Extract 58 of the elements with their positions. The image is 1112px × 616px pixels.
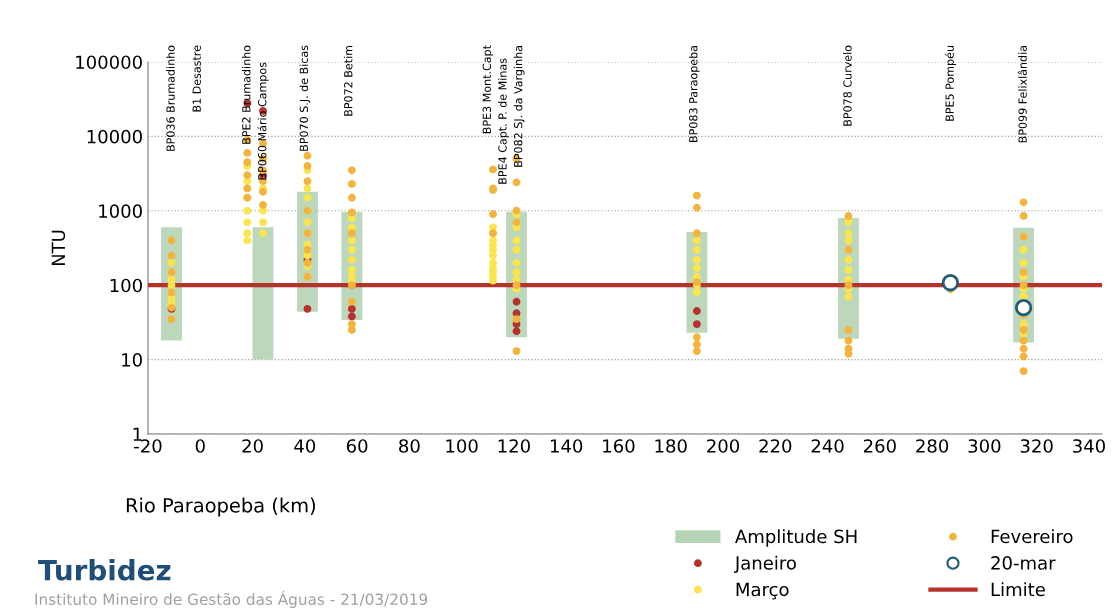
- point: [692, 320, 701, 329]
- y-axis-title: NTU: [51, 230, 66, 266]
- x-tick-label: 100: [446, 439, 478, 453]
- y-tick-label: 10: [122, 353, 142, 367]
- x-tick-label: 200: [707, 439, 740, 453]
- annotation: BP072 Betim: [343, 45, 353, 116]
- annotation: BPE3 Mont.Capt: [482, 45, 494, 134]
- x-tick-label: 220: [759, 439, 792, 453]
- bar: [252, 227, 274, 360]
- annotation: BP036 Brumadinho: [166, 45, 175, 151]
- legend-label: Fevereiro: [991, 529, 1073, 544]
- x-tick-label: 240: [811, 439, 844, 453]
- x-tick-label: 40: [294, 439, 316, 453]
- point: [347, 304, 356, 313]
- point: [692, 307, 701, 315]
- point: [941, 274, 960, 292]
- annotation: BP060 Mário Campos: [257, 62, 269, 180]
- x-tick-label: 340: [1073, 439, 1105, 453]
- annotation: BP078 Curvelo: [843, 45, 852, 126]
- point: [512, 327, 521, 336]
- y-tick-label: 100000: [76, 55, 142, 70]
- x-tick-label: -20: [134, 439, 162, 453]
- legend-label: 20-mar: [991, 556, 1056, 570]
- x-tick-label: 140: [550, 439, 583, 453]
- text: Turbidez: [38, 559, 171, 581]
- x-tick-label: 300: [968, 439, 1001, 453]
- legend-label: Janeiro: [733, 555, 796, 574]
- x-tick-label: 0: [195, 439, 205, 453]
- y-tick-label: 10000: [87, 129, 142, 144]
- x-tick-label: 160: [603, 439, 635, 453]
- x-tick-label: 180: [655, 439, 687, 453]
- annotation: BPE2 Brumadinho: [241, 45, 251, 144]
- y-tick-label: 1: [133, 427, 142, 441]
- point: [303, 304, 312, 313]
- legend-label: Março: [736, 582, 789, 600]
- annotation: BP082 SJ. da Varginha: [513, 46, 525, 167]
- annotation: BP099 Felixlândia: [1017, 46, 1027, 143]
- x-tick-label: 60: [346, 439, 368, 453]
- y-tick-label: 1000: [99, 204, 142, 218]
- x-axis-title: Rio Paraopeba (km): [126, 497, 316, 517]
- text: Instituto Mineiro de Gestão das Águas - 21/03/2019: [35, 590, 428, 608]
- x-tick-label: 260: [863, 439, 896, 453]
- annotation: BP083 Paraopeba: [688, 46, 700, 142]
- x-tick-label: 120: [498, 439, 530, 453]
- annotation: BPE4 Capt. P. de Minas: [498, 58, 509, 184]
- x-tick-label: 80: [399, 439, 420, 453]
- annotation: BP070 S.J. de Bicas: [299, 45, 311, 151]
- y-tick-label: 100: [110, 278, 142, 293]
- x-tick-label: 280: [916, 439, 949, 453]
- point: [347, 312, 356, 321]
- legend-label: Limite: [991, 582, 1045, 597]
- point: [512, 297, 521, 306]
- annotation: BPE5 Pompéu: [944, 46, 956, 121]
- x-tick-label: 20: [242, 439, 263, 453]
- legend-label: Amplitude SH: [735, 529, 857, 547]
- annotation: B1 Desastre: [192, 45, 201, 112]
- point: [1014, 298, 1033, 317]
- x-tick-label: 320: [1020, 439, 1053, 453]
